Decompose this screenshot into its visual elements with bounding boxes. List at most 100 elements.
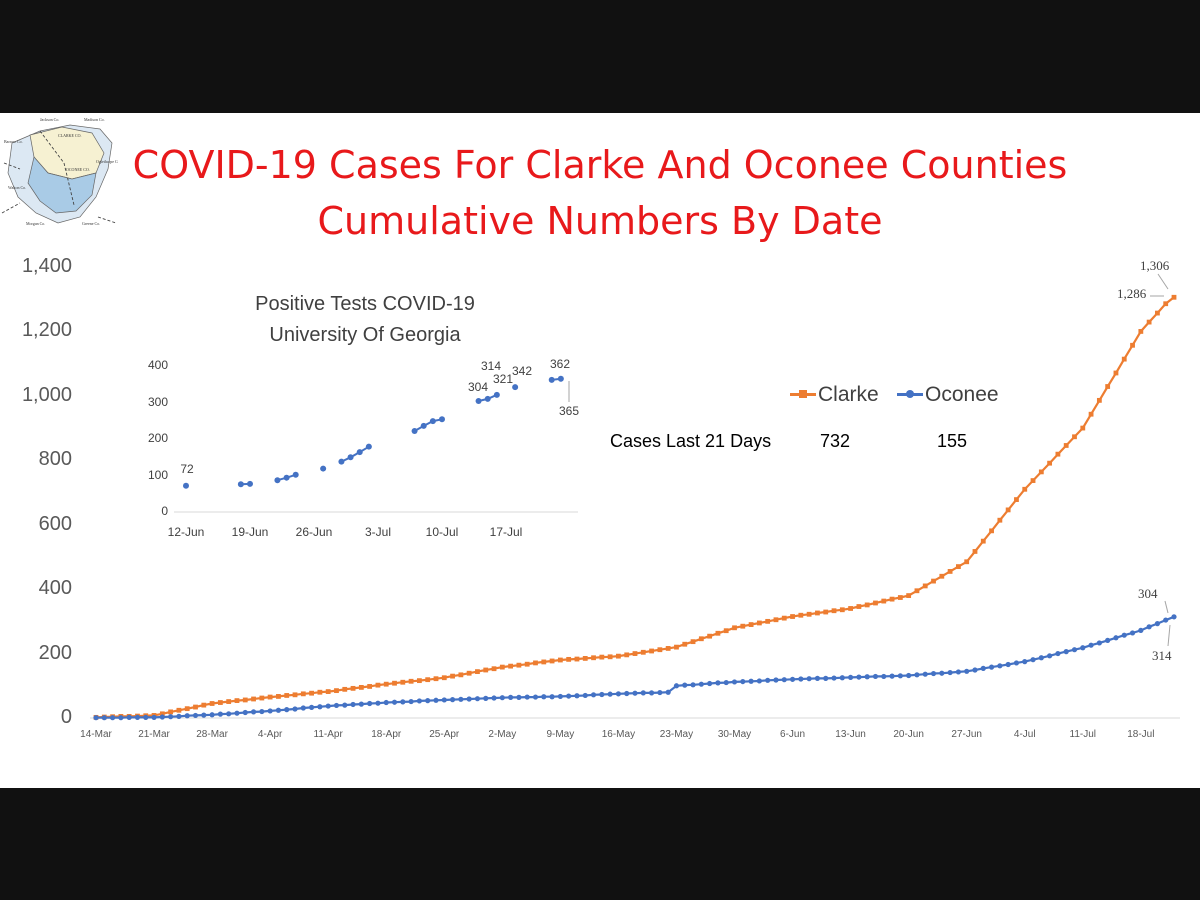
point-clarke — [848, 606, 853, 611]
inset-x-tick-10-jul: 10-Jul — [425, 525, 459, 539]
point-oconee — [549, 694, 555, 700]
chart-title-line-1: COVID-19 Cases For Clarke And Oconee Cou… — [132, 143, 1068, 187]
series-oconee — [93, 614, 1177, 721]
point-oconee — [292, 706, 298, 712]
county-map-image: Jackson Co. Madison Co. Barrow Co. CLARKE C… — [0, 113, 118, 227]
inset-point — [429, 418, 436, 425]
point-clarke — [1105, 384, 1111, 389]
inset-segment-line — [414, 418, 443, 432]
point-clarke — [533, 660, 538, 666]
point-oconee — [988, 664, 995, 670]
inset-x-tick-3-jul: 3-Jul — [364, 525, 391, 539]
main-chart — [90, 273, 1180, 721]
point-clarke — [417, 678, 422, 684]
inset-point — [338, 458, 345, 465]
point-clarke — [582, 656, 588, 661]
point-oconee — [615, 691, 622, 697]
inset-y-tick-300: 300 — [147, 394, 168, 409]
point-clarke — [864, 602, 870, 608]
point-clarke — [632, 651, 638, 656]
point-oconee — [914, 672, 920, 678]
point-oconee — [590, 692, 597, 698]
point-clarke — [674, 644, 679, 650]
point-oconee — [217, 711, 223, 717]
x-tick-14-mar: 14-Mar — [80, 729, 112, 740]
point-clarke — [914, 588, 920, 594]
inset-x-tick-12-jun: 12-Jun — [167, 525, 205, 539]
point-clarke — [906, 593, 912, 598]
point-clarke — [566, 656, 572, 662]
y-tick-600: 600 — [38, 512, 72, 535]
point-clarke — [624, 652, 630, 658]
point-oconee — [126, 714, 132, 720]
point-clarke — [831, 608, 837, 614]
point-oconee — [715, 680, 721, 686]
point-clarke — [1063, 443, 1069, 448]
inset-data-label-304: 304 — [467, 380, 489, 394]
inset-x-tick-19-jun: 19-Jun — [231, 525, 269, 539]
point-clarke — [748, 622, 754, 627]
point-clarke — [325, 689, 331, 694]
legend-swatch-oconee — [897, 390, 923, 398]
point-clarke — [939, 573, 945, 579]
point-oconee — [690, 682, 696, 688]
point-clarke — [541, 659, 547, 665]
point-oconee — [416, 698, 422, 704]
point-oconee — [226, 711, 232, 717]
point-clarke — [1005, 507, 1011, 513]
point-clarke — [193, 704, 198, 710]
point-clarke — [441, 675, 447, 681]
point-oconee — [93, 715, 99, 721]
inset-point — [356, 449, 363, 456]
point-clarke — [234, 698, 240, 704]
point-oconee — [648, 690, 655, 696]
point-clarke — [690, 639, 696, 645]
series-line-oconee — [96, 615, 1175, 719]
label-leader-line — [1167, 624, 1171, 647]
point-oconee — [922, 671, 928, 677]
point-oconee — [657, 689, 663, 696]
point-clarke — [334, 688, 339, 694]
point-clarke — [616, 653, 621, 659]
point-oconee — [483, 695, 489, 701]
point-clarke — [756, 620, 762, 626]
point-oconee — [1022, 659, 1028, 665]
point-oconee — [151, 714, 157, 720]
point-clarke — [1130, 342, 1135, 348]
point-clarke — [383, 681, 389, 687]
point-clarke — [707, 633, 713, 639]
y-tick-400: 400 — [38, 577, 72, 600]
point-oconee — [516, 694, 522, 700]
point-oconee — [756, 678, 762, 684]
y-tick-1-000: 1,000 — [21, 383, 72, 406]
point-oconee — [383, 699, 389, 706]
point-clarke — [715, 630, 721, 636]
point-oconee — [491, 695, 497, 701]
point-clarke — [475, 669, 480, 675]
point-clarke — [284, 693, 290, 698]
inset-point — [557, 375, 564, 382]
point-oconee — [864, 674, 870, 680]
point-clarke — [591, 655, 596, 661]
inset-point — [365, 443, 372, 450]
point-oconee — [250, 709, 257, 715]
point-clarke — [574, 656, 580, 662]
legend-label-clarke: Clarke — [818, 383, 879, 406]
point-oconee — [259, 708, 265, 715]
inset-point — [237, 481, 244, 488]
point-oconee — [541, 694, 547, 700]
point-oconee — [300, 705, 306, 711]
x-tick-6-jun: 6-Jun — [780, 729, 806, 740]
point-oconee — [599, 691, 605, 698]
point-oconee — [964, 668, 970, 674]
point-oconee — [309, 704, 315, 710]
point-oconee — [317, 704, 323, 710]
point-oconee — [1154, 621, 1161, 627]
point-oconee — [134, 714, 141, 720]
point-oconee — [109, 715, 116, 721]
point-oconee — [798, 676, 804, 682]
point-oconee — [698, 681, 704, 687]
x-tick-25-apr: 25-Apr — [429, 729, 460, 740]
point-clarke — [1138, 329, 1144, 334]
x-tick-2-may: 2-May — [488, 729, 517, 740]
